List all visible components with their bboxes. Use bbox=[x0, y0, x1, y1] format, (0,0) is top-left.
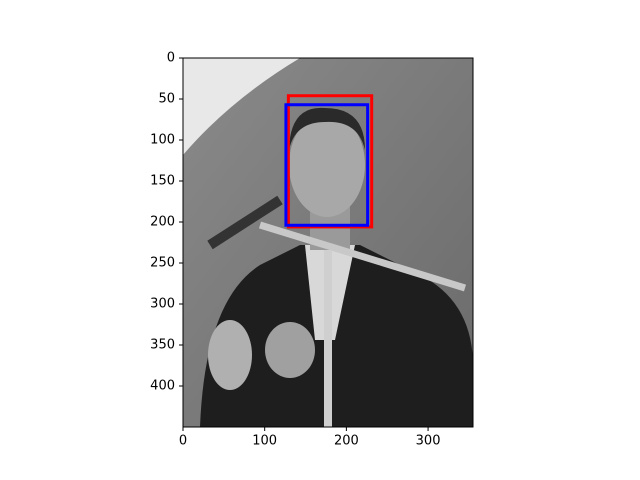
photo-hair bbox=[289, 107, 365, 150]
y-tick-label: 400 bbox=[150, 379, 175, 394]
x-tick-label: 200 bbox=[334, 434, 359, 449]
photo-hand bbox=[208, 320, 252, 390]
x-tick-label: 100 bbox=[252, 434, 277, 449]
y-tick-label: 350 bbox=[150, 338, 175, 353]
x-tick-label: 300 bbox=[416, 434, 441, 449]
y-tick-label: 50 bbox=[158, 92, 175, 107]
axes-frame bbox=[182, 57, 474, 428]
x-tick-label: 0 bbox=[179, 434, 187, 449]
bounding-box bbox=[284, 103, 370, 227]
bounding-box bbox=[286, 94, 374, 229]
y-tick-label: 100 bbox=[150, 133, 175, 148]
photo-suit bbox=[200, 245, 473, 427]
photo-face bbox=[289, 113, 365, 217]
y-tick-label: 200 bbox=[150, 215, 175, 230]
photo-microphone bbox=[207, 195, 283, 250]
y-tick-label: 300 bbox=[150, 297, 175, 312]
y-tick-label: 150 bbox=[150, 174, 175, 189]
photo bbox=[183, 58, 473, 427]
photo-highlight bbox=[183, 58, 300, 155]
photo-hand bbox=[265, 322, 315, 378]
photo-mic-stand bbox=[258, 221, 467, 292]
y-tick-label: 0 bbox=[167, 51, 175, 66]
y-tick-label: 250 bbox=[150, 256, 175, 271]
